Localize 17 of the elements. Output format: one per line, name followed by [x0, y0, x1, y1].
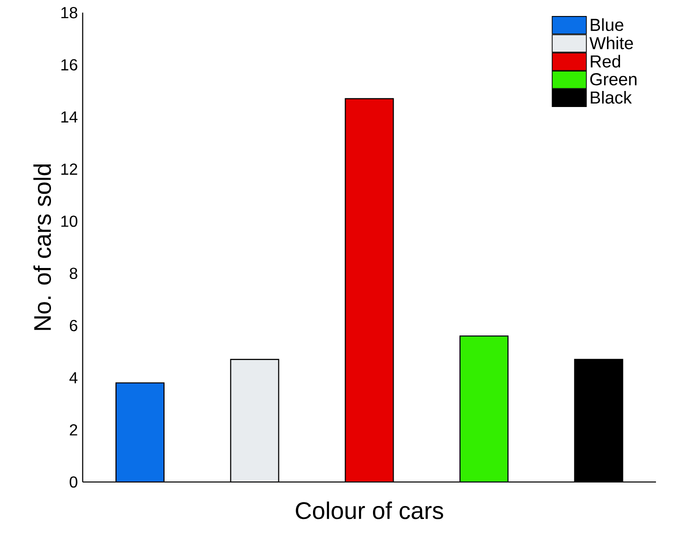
y-tick-label: 4	[69, 372, 78, 384]
y-tick-label: 0	[70, 476, 78, 488]
legend-label: Green	[590, 73, 636, 86]
legend-label: Blue	[590, 18, 624, 31]
y-tick-label: 14	[61, 111, 78, 122]
x-axis-title: Colour of cars	[296, 502, 444, 520]
legend-label: Black	[590, 90, 632, 104]
y-tick-label: 16	[61, 59, 78, 70]
y-tick-label: 2	[70, 424, 78, 436]
y-tick-label: 18	[61, 7, 78, 18]
y-tick-label: 8	[70, 268, 78, 280]
y-tick-label: 10	[61, 216, 78, 227]
legend-label: Red	[590, 54, 620, 68]
y-axis-title: No. of cars sold	[33, 164, 52, 330]
y-tick-label: 6	[70, 320, 78, 332]
legend-label: White	[589, 36, 633, 50]
y-tick-label: 12	[61, 164, 78, 175]
